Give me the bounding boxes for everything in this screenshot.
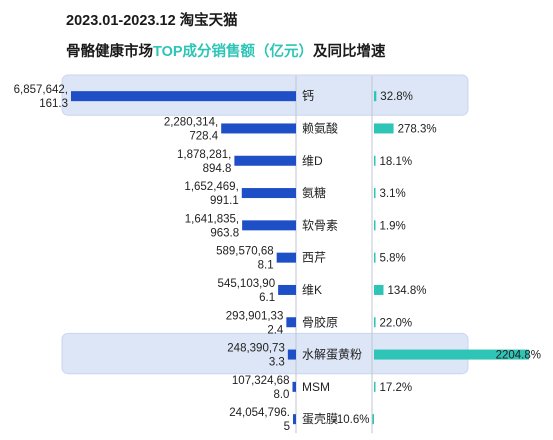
category-label-0: 钙 bbox=[302, 89, 314, 103]
sales-bar-4 bbox=[242, 220, 296, 231]
growth-bar-3 bbox=[374, 188, 376, 199]
sales-label-2-line1: 1,878,281, bbox=[177, 149, 231, 161]
growth-bar-1 bbox=[374, 123, 394, 134]
growth-label-10: -10.6% bbox=[333, 414, 369, 426]
sales-label-9-line2: 8.0 bbox=[273, 389, 289, 401]
sales-label-1-line1: 2,280,314, bbox=[164, 116, 218, 128]
growth-label-2: 18.1% bbox=[380, 156, 413, 168]
category-label-7: 骨胶原 bbox=[302, 314, 338, 329]
growth-bar-10 bbox=[372, 414, 374, 425]
category-label-2: 维D bbox=[302, 154, 323, 168]
sales-bar-1 bbox=[221, 123, 296, 134]
category-label-5: 西芹 bbox=[302, 251, 326, 265]
category-label-10: 蛋壳膜 bbox=[302, 412, 338, 426]
growth-label-0: 32.8% bbox=[380, 91, 413, 103]
growth-label-7: 22.0% bbox=[380, 317, 413, 329]
sales-label-3-line1: 1,652,469, bbox=[184, 181, 238, 193]
sales-label-10-line1: 24,054,796. bbox=[229, 407, 290, 419]
growth-bar-4 bbox=[374, 220, 376, 231]
sales-bar-10 bbox=[293, 414, 296, 425]
title-prefix: 骨骼健康市场 bbox=[66, 44, 153, 60]
sales-bar-7 bbox=[286, 317, 296, 328]
growth-bar-6 bbox=[374, 284, 384, 295]
sales-label-8-line1: 248,390,73 bbox=[227, 343, 285, 355]
title-highlight: TOP成分销售额（亿元） bbox=[153, 44, 314, 60]
sales-bars-layer bbox=[71, 91, 296, 425]
sales-label-7-line2: 2.4 bbox=[267, 324, 284, 336]
labels-layer: 6,857,642, 161.3 钙 32.8% 2,280,314, 728.4 赖氨酸 2… bbox=[14, 84, 541, 433]
growth-bar-0 bbox=[374, 91, 377, 102]
sales-label-0-line2: 161.3 bbox=[39, 98, 68, 110]
sales-bar-6 bbox=[278, 284, 296, 295]
category-label-6: 维K bbox=[302, 283, 322, 297]
growth-label-8: 2204.8% bbox=[496, 350, 541, 362]
growth-bar-5 bbox=[374, 252, 376, 263]
category-label-1: 赖氨酸 bbox=[302, 120, 338, 135]
sales-label-2-line2: 894.8 bbox=[203, 163, 232, 175]
growth-label-6: 134.8% bbox=[387, 285, 426, 297]
title-suffix: 及同比增速 bbox=[313, 44, 386, 60]
category-label-4: 软骨素 bbox=[302, 218, 338, 232]
sales-label-10-line2: 5 bbox=[284, 421, 290, 433]
sales-label-5-line2: 8.1 bbox=[258, 260, 274, 272]
sales-label-5-line1: 589,570,68 bbox=[216, 246, 274, 258]
sales-label-7-line1: 293,901,33 bbox=[226, 310, 284, 322]
sales-label-6-line2: 6.1 bbox=[259, 292, 275, 304]
sales-bar-9 bbox=[292, 381, 296, 392]
category-label-9: MSM bbox=[302, 380, 330, 394]
sales-bar-5 bbox=[276, 252, 296, 263]
sales-label-4-line1: 1,641,835, bbox=[185, 213, 239, 225]
sales-label-3-line2: 991.1 bbox=[210, 195, 239, 207]
sales-label-8-line2: 3.3 bbox=[269, 357, 285, 369]
category-label-8: 水解蛋黄粉 bbox=[302, 348, 362, 362]
growth-label-3: 3.1% bbox=[380, 188, 406, 200]
sales-label-9-line1: 107,324,68 bbox=[232, 375, 290, 387]
category-label-3: 氨糖 bbox=[302, 185, 326, 200]
sales-label-4-line2: 963.8 bbox=[210, 227, 239, 239]
growth-label-1: 278.3% bbox=[398, 123, 437, 135]
sales-bar-2 bbox=[234, 155, 296, 166]
sales-bar-8 bbox=[287, 349, 296, 360]
sales-label-0-line1: 6,857,642, bbox=[14, 84, 68, 96]
growth-label-5: 5.8% bbox=[380, 253, 406, 265]
growth-label-9: 17.2% bbox=[380, 382, 413, 394]
sales-bar-0 bbox=[71, 91, 296, 102]
growth-label-4: 1.9% bbox=[380, 220, 406, 232]
growth-bar-7 bbox=[374, 317, 376, 328]
growth-bar-2 bbox=[374, 155, 376, 166]
growth-bar-9 bbox=[374, 381, 376, 392]
period-title: 2023.01-2023.12 淘宝天猫 bbox=[66, 13, 238, 29]
chart-title: 骨骼健康市场TOP成分销售额（亿元）及同比增速 bbox=[66, 40, 386, 61]
growth-bar-8 bbox=[374, 349, 529, 360]
sales-bar-3 bbox=[241, 188, 296, 199]
sales-label-1-line2: 728.4 bbox=[189, 130, 218, 142]
sales-label-6-line1: 545,103,90 bbox=[218, 278, 276, 290]
growth-bars-layer bbox=[372, 91, 529, 425]
